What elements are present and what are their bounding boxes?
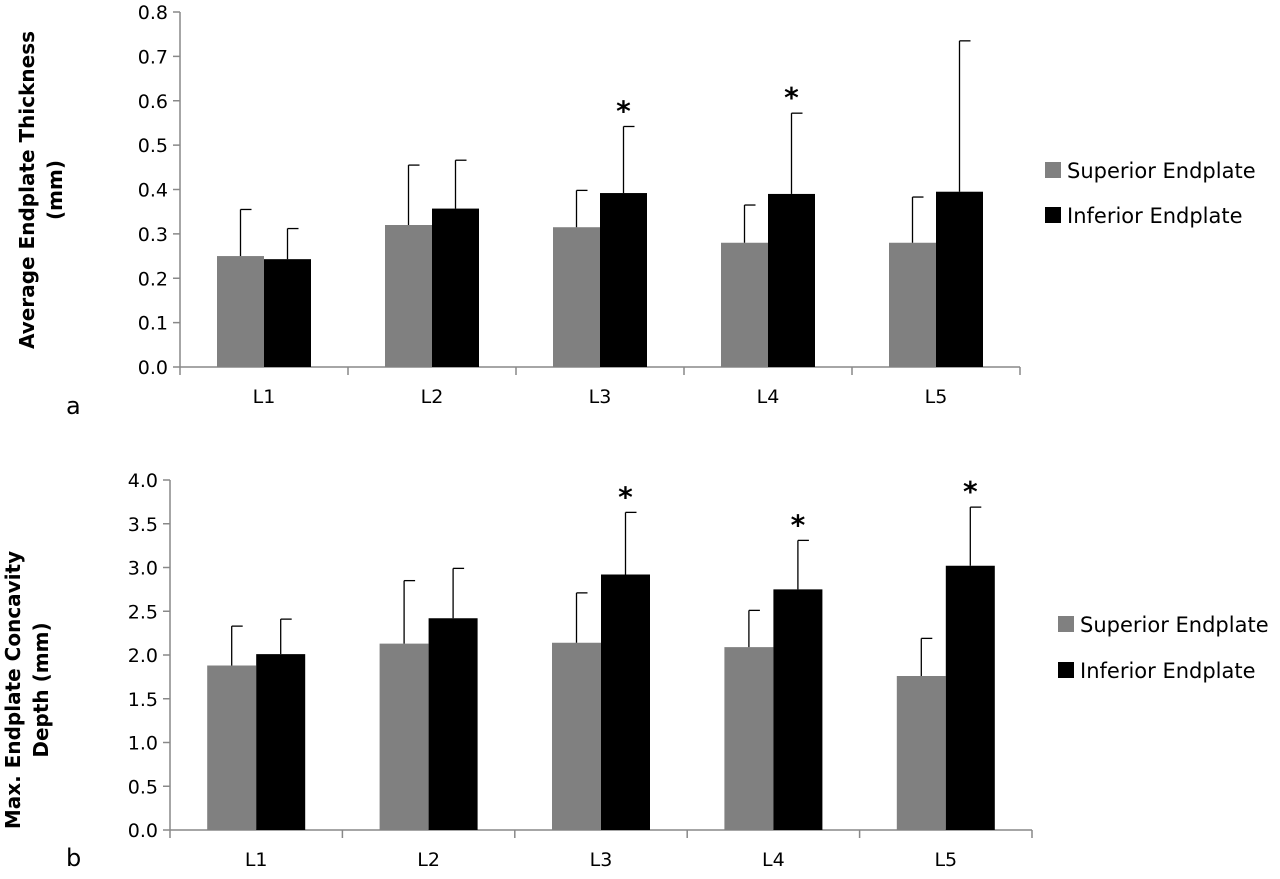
y-tick-label: 0.1 <box>138 313 168 335</box>
bar <box>256 654 306 830</box>
y-tick-label: 0.8 <box>138 2 168 24</box>
significance-marker: * <box>791 508 806 541</box>
x-tick-label: L3 <box>589 386 612 408</box>
x-tick-label: L2 <box>421 386 444 408</box>
bar <box>721 242 768 367</box>
x-tick-label: L1 <box>245 849 268 871</box>
bar <box>553 227 600 367</box>
legend-swatch <box>1045 162 1061 178</box>
legend-label: Superior Endplate <box>1080 613 1269 637</box>
bar <box>936 191 983 367</box>
bar <box>768 193 815 367</box>
x-tick-label: L5 <box>925 386 948 408</box>
significance-marker: * <box>616 94 631 127</box>
legend-swatch <box>1058 662 1074 678</box>
y-tick-label: 0.5 <box>128 776 158 798</box>
y-tick-label: 4.0 <box>128 470 158 492</box>
y-tick-label: 3.5 <box>128 514 158 536</box>
chart-b: 0.0 0.5 1.0 1.5 2.0 2.5 3.0 3.5 4.0 L1 L2 L3 L4 L5 * * *… <box>1 470 1269 872</box>
x-tick-label: L4 <box>757 386 780 408</box>
bar <box>896 676 946 830</box>
legend-swatch <box>1045 207 1061 223</box>
significance-marker: * <box>963 475 978 508</box>
bar <box>217 256 264 367</box>
y-tick-label: 0.7 <box>138 46 168 68</box>
y-tick-label: 0.3 <box>138 224 168 246</box>
x-tick-label: L5 <box>934 849 957 871</box>
y-axis-label: Depth (mm) <box>29 622 53 757</box>
y-tick-label: 0.5 <box>138 135 168 157</box>
bar <box>600 193 647 367</box>
y-tick-label: 2.0 <box>128 645 158 667</box>
bar <box>724 647 774 830</box>
bar <box>552 642 601 830</box>
panel-label: a <box>66 392 81 420</box>
bar <box>773 589 823 830</box>
y-tick-label: 0.6 <box>138 91 168 113</box>
y-axis-label: Max. Endplate Concavity <box>1 551 25 829</box>
legend-label: Inferior Endplate <box>1067 204 1243 228</box>
y-tick-label: 3.0 <box>128 558 158 580</box>
y-axis-label: Average Endplate Thickness <box>15 31 39 349</box>
bar <box>889 242 936 367</box>
y-tick-label: 1.0 <box>128 733 158 755</box>
bar <box>385 225 432 367</box>
bar <box>379 643 429 830</box>
bar <box>432 208 479 367</box>
y-axis-label: (mm) <box>43 160 67 220</box>
y-tick-label: 0.0 <box>138 357 168 379</box>
significance-marker: * <box>784 81 799 114</box>
bar <box>264 259 311 367</box>
x-tick-label: L3 <box>590 849 613 871</box>
bar <box>207 665 257 830</box>
y-tick-label: 0.0 <box>128 820 158 842</box>
x-tick-label: L1 <box>253 386 276 408</box>
panel-label: b <box>66 844 81 872</box>
y-tick-label: 1.5 <box>128 689 158 711</box>
bar <box>428 618 478 830</box>
x-tick-label: L4 <box>762 849 785 871</box>
significance-marker: * <box>618 480 633 513</box>
bar <box>945 565 995 830</box>
y-tick-label: 0.2 <box>138 268 168 290</box>
x-tick-label: L2 <box>417 849 440 871</box>
y-tick-label: 0.4 <box>138 180 168 202</box>
legend-label: Inferior Endplate <box>1080 659 1256 683</box>
legend-label: Superior Endplate <box>1067 159 1256 183</box>
chart-a: 0.0 0.1 0.2 0.3 0.4 0.5 0.6 0.7 0.8 L1 L2 L3 L4 L5 * * A… <box>15 2 1256 420</box>
bar <box>601 574 650 830</box>
legend-swatch <box>1058 616 1074 632</box>
y-tick-label: 2.5 <box>128 601 158 623</box>
